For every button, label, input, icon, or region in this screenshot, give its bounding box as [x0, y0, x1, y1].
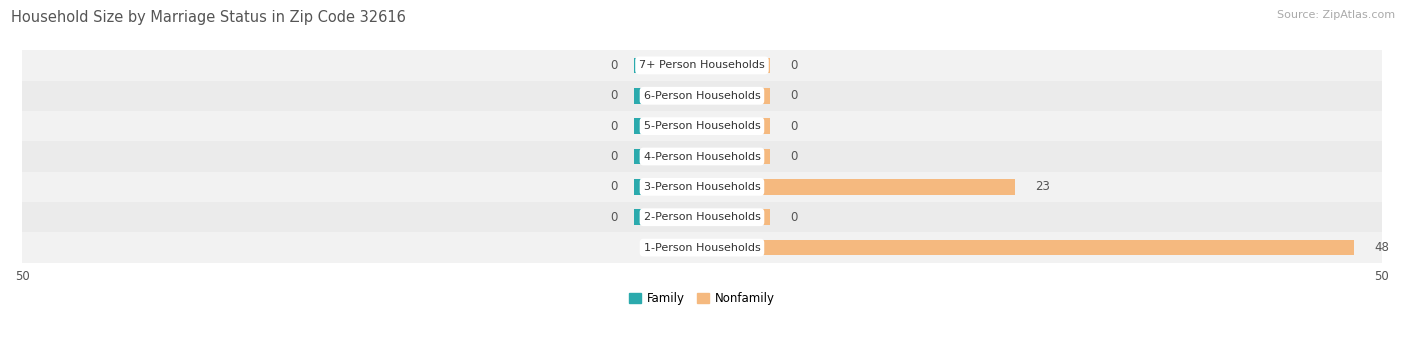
- Bar: [22, 172, 1382, 202]
- Text: 0: 0: [610, 150, 617, 163]
- Bar: [634, 149, 702, 164]
- Text: 23: 23: [1035, 180, 1050, 193]
- Bar: [702, 149, 770, 164]
- Text: 6-Person Households: 6-Person Households: [644, 91, 761, 101]
- Text: 0: 0: [790, 120, 797, 133]
- Bar: [22, 50, 1382, 80]
- Bar: [702, 209, 770, 225]
- Text: Source: ZipAtlas.com: Source: ZipAtlas.com: [1277, 10, 1395, 20]
- Text: 5-Person Households: 5-Person Households: [644, 121, 761, 131]
- Text: 2-Person Households: 2-Person Households: [644, 212, 761, 222]
- Text: Household Size by Marriage Status in Zip Code 32616: Household Size by Marriage Status in Zip…: [11, 10, 406, 25]
- Text: 3-Person Households: 3-Person Households: [644, 182, 761, 192]
- Text: 0: 0: [790, 59, 797, 72]
- Text: 0: 0: [610, 211, 617, 224]
- Text: 0: 0: [610, 120, 617, 133]
- Legend: Family, Nonfamily: Family, Nonfamily: [624, 288, 779, 310]
- Bar: [634, 179, 702, 195]
- Text: 0: 0: [610, 89, 617, 102]
- Bar: [634, 209, 702, 225]
- Text: 7+ Person Households: 7+ Person Households: [640, 60, 765, 71]
- Bar: [702, 240, 1354, 255]
- Bar: [702, 88, 770, 104]
- Text: 4-Person Households: 4-Person Households: [644, 151, 761, 162]
- Bar: [702, 118, 770, 134]
- Bar: [702, 179, 1015, 195]
- Bar: [22, 202, 1382, 233]
- Bar: [634, 118, 702, 134]
- Text: 0: 0: [790, 211, 797, 224]
- Bar: [22, 233, 1382, 263]
- Text: 1-Person Households: 1-Person Households: [644, 242, 761, 253]
- Text: 0: 0: [790, 150, 797, 163]
- Text: 0: 0: [610, 59, 617, 72]
- Text: 48: 48: [1375, 241, 1389, 254]
- Bar: [22, 141, 1382, 172]
- Text: 0: 0: [790, 89, 797, 102]
- Bar: [22, 80, 1382, 111]
- Bar: [22, 111, 1382, 141]
- Bar: [634, 88, 702, 104]
- Bar: [702, 58, 770, 73]
- Bar: [634, 58, 702, 73]
- Text: 0: 0: [610, 180, 617, 193]
